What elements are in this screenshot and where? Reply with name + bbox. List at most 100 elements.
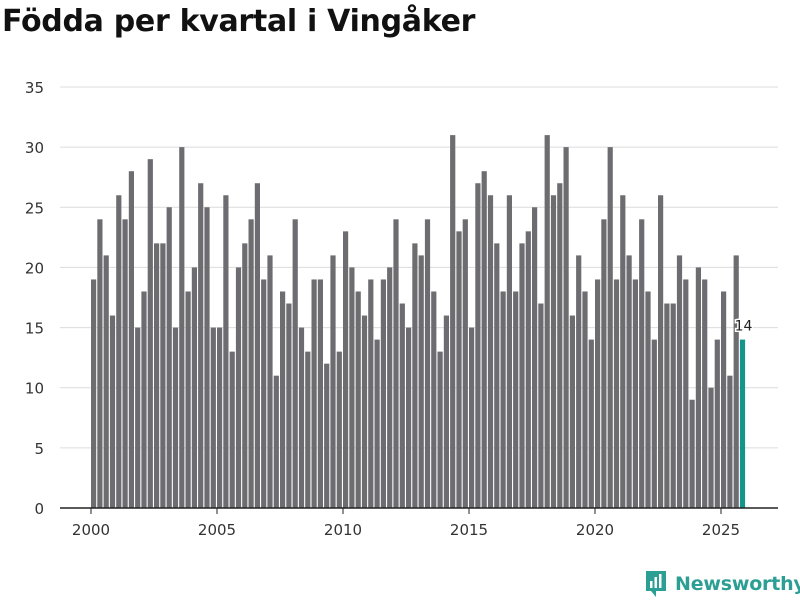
bar — [645, 291, 651, 508]
bar — [242, 243, 248, 508]
bar — [343, 231, 349, 509]
bar — [330, 255, 336, 508]
bar — [91, 279, 97, 508]
x-tick-label: 2005 — [198, 521, 236, 539]
bar — [204, 207, 210, 509]
bar — [380, 279, 386, 508]
bar — [324, 363, 330, 508]
data-label: 14 — [735, 319, 753, 335]
bar — [298, 327, 305, 508]
bar — [620, 195, 626, 508]
bar — [588, 339, 594, 508]
chart-title: Födda per kvartal i Vingåker — [2, 4, 476, 39]
bar — [469, 327, 475, 508]
bar — [368, 279, 374, 508]
bar — [443, 315, 449, 508]
bar — [601, 219, 607, 509]
bar — [481, 171, 487, 508]
bar — [147, 159, 153, 508]
bar — [595, 279, 601, 508]
bar — [387, 267, 393, 508]
bar — [727, 375, 733, 508]
bar — [261, 279, 267, 508]
bar-highlight — [739, 339, 746, 508]
bar — [286, 303, 292, 508]
bar — [355, 291, 361, 508]
bar — [721, 291, 727, 508]
bar — [689, 399, 695, 508]
bar — [280, 291, 286, 508]
bar — [160, 243, 166, 508]
bar — [217, 327, 223, 508]
bar — [229, 351, 235, 508]
bar — [191, 267, 197, 508]
y-tick-label: 0 — [34, 500, 44, 518]
bar — [179, 147, 185, 508]
bar — [506, 195, 512, 508]
bar — [733, 255, 739, 508]
y-tick-label: 30 — [25, 139, 44, 157]
bar — [431, 291, 437, 508]
bar — [532, 207, 538, 509]
bar — [500, 291, 506, 508]
bar — [456, 231, 462, 509]
bar — [97, 219, 103, 509]
bar — [412, 243, 418, 508]
x-tick-label: 2025 — [702, 521, 740, 539]
y-tick-label: 35 — [25, 79, 44, 97]
x-tick-label: 2015 — [450, 521, 488, 539]
bar — [223, 195, 229, 508]
bar — [569, 315, 575, 508]
bar — [349, 267, 355, 508]
x-tick-label: 2010 — [324, 521, 362, 539]
bar — [437, 351, 443, 508]
bar — [563, 147, 569, 508]
bar — [305, 351, 311, 508]
bar — [116, 195, 122, 508]
y-tick-label: 20 — [25, 259, 44, 277]
bar — [670, 303, 676, 508]
bar — [519, 243, 525, 508]
bar — [141, 291, 147, 508]
bar — [317, 279, 323, 508]
newsworthy-logo-icon — [646, 571, 666, 597]
bar — [336, 351, 342, 508]
bar — [582, 291, 588, 508]
bar — [676, 255, 683, 508]
y-tick-label: 25 — [25, 199, 44, 217]
y-tick-label: 15 — [25, 320, 44, 338]
bar — [658, 195, 664, 508]
y-tick-label: 5 — [34, 440, 44, 458]
bar — [393, 219, 399, 509]
bar — [632, 279, 638, 508]
bar — [172, 327, 179, 508]
bar — [557, 183, 563, 508]
bar — [651, 339, 657, 508]
bar — [538, 303, 544, 508]
bar — [576, 255, 582, 508]
bar — [166, 207, 172, 509]
bar — [450, 135, 456, 508]
bar — [109, 315, 116, 508]
bar — [613, 279, 620, 508]
bar — [154, 243, 160, 508]
bar — [702, 279, 708, 508]
bar — [664, 303, 670, 508]
bar — [399, 303, 405, 508]
x-tick-label: 2000 — [72, 521, 110, 539]
bar — [267, 255, 273, 508]
bar — [374, 339, 380, 508]
bar — [254, 183, 260, 508]
bar — [273, 375, 279, 508]
bar — [292, 219, 298, 509]
bar — [513, 291, 519, 508]
bar — [708, 387, 714, 508]
x-tick-label: 2020 — [576, 521, 614, 539]
bar — [185, 291, 191, 508]
bar — [544, 135, 550, 508]
bar — [128, 171, 134, 508]
bar — [210, 327, 216, 508]
bar — [525, 231, 531, 509]
bar — [135, 327, 141, 508]
